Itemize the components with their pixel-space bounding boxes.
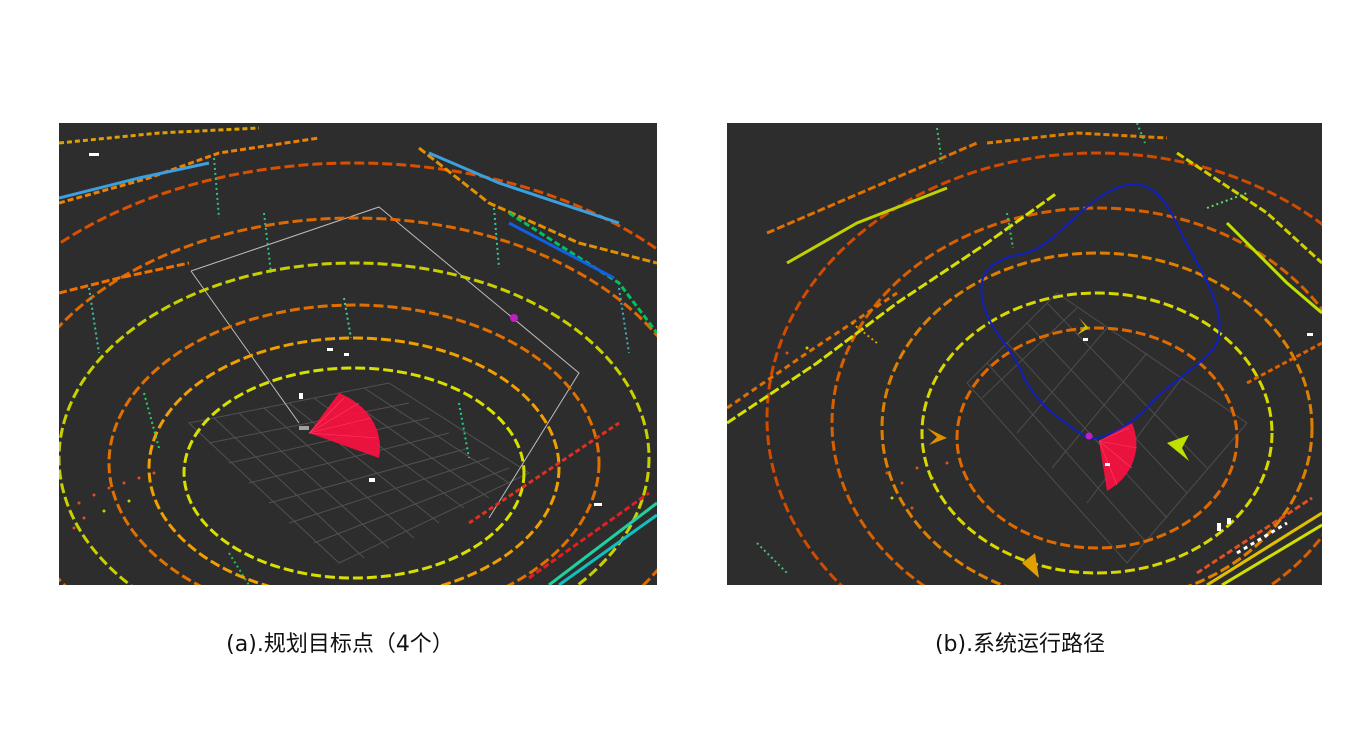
robot-position-marker-b [1085,432,1093,440]
caption-panel-b: (b).系统运行路径 [934,632,1106,657]
obstacles-a [89,153,602,506]
point-cloud-render-a [59,126,657,585]
running-path-b [980,183,1221,440]
caption-panel-a: (a).规划目标点（4个） [226,632,454,657]
columns-b [756,123,1248,574]
obstacles-b [1083,333,1313,531]
goal-arrows-b [927,318,1189,578]
far-structures-b [727,131,1322,425]
scatter-points-b [785,346,949,510]
planning-boundary-a [190,206,580,519]
far-structures-a [59,126,657,334]
lidar-view-panel-a [59,123,657,585]
columns-a [88,157,630,585]
scatter-points-a [72,471,156,530]
dense-structure-a [468,421,657,585]
dense-structure-b [1196,496,1322,585]
lidar-view-panel-b [727,123,1322,585]
lidar-rings-a [59,161,657,585]
goal-point-marker-a [510,314,518,322]
robot-laser-fan-a [299,393,381,458]
ground-grid-b [966,292,1248,564]
robot-laser-fan-b [1098,423,1138,491]
lidar-rings-b [765,151,1322,585]
point-cloud-render-b [727,123,1322,585]
